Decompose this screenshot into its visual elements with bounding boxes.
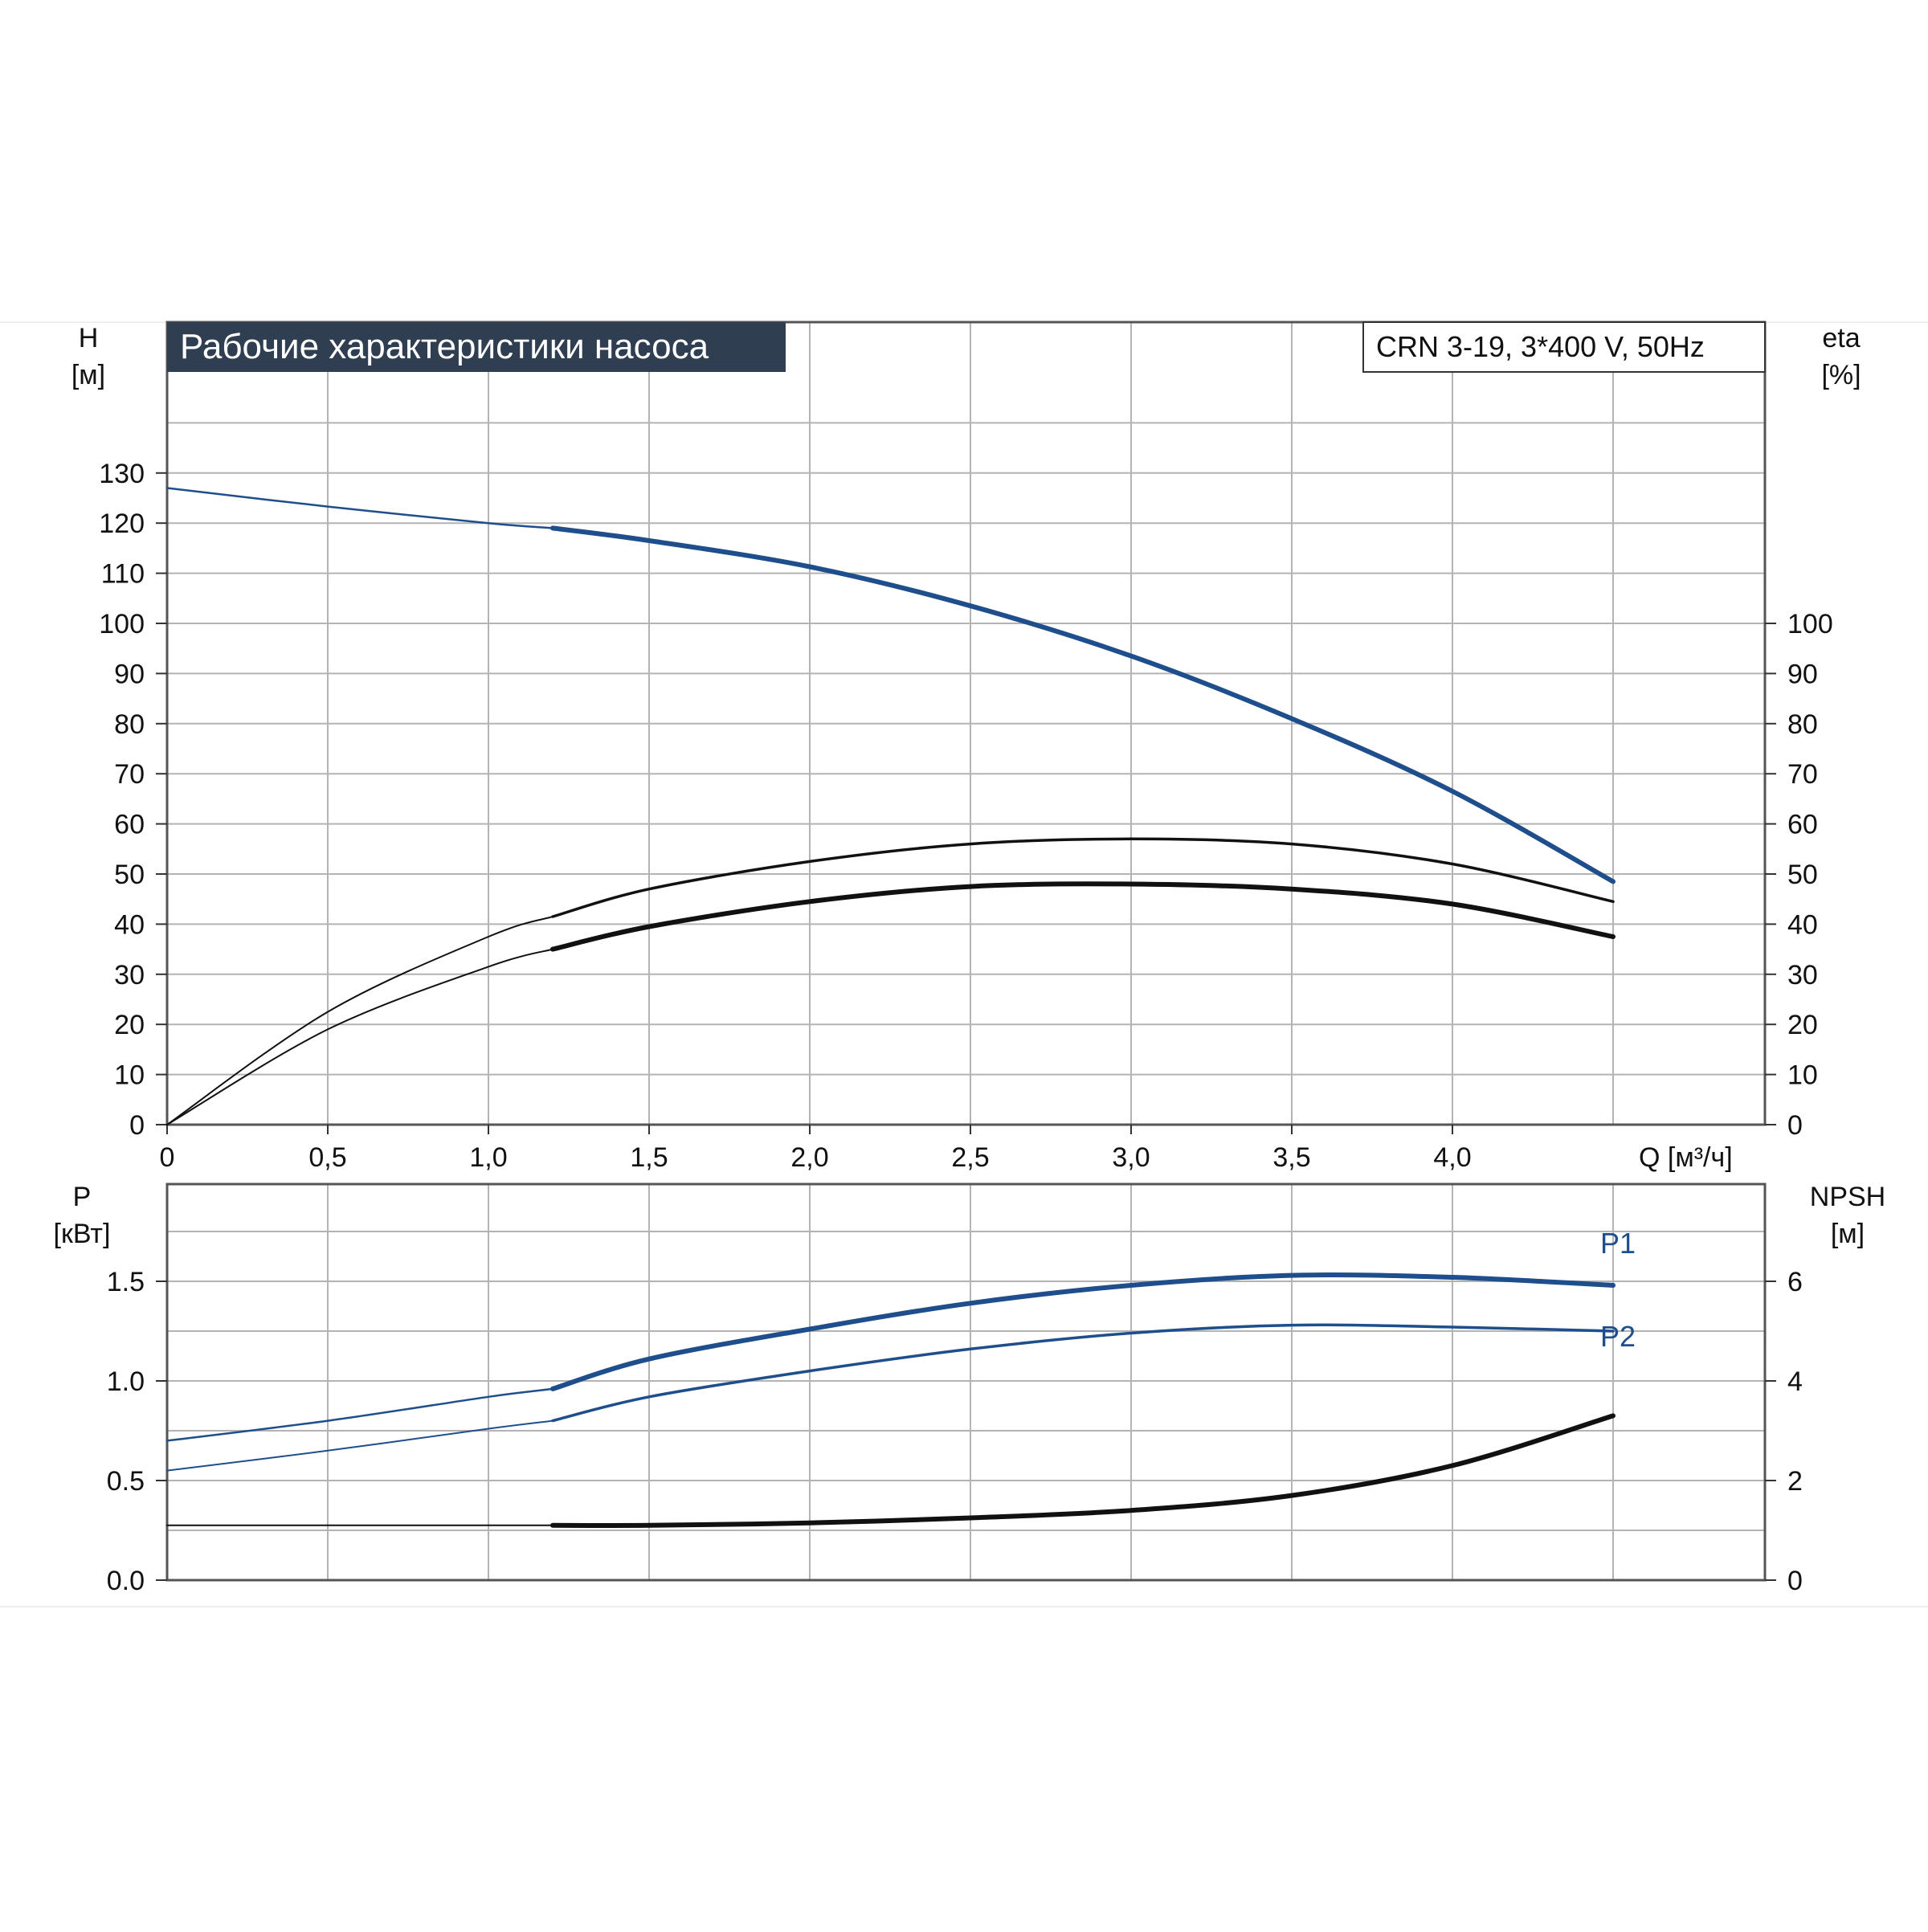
- h-axis-tick-label: 0: [129, 1110, 145, 1141]
- h-axis-tick-label: 10: [114, 1060, 145, 1091]
- curves: P1 P2: [165, 487, 1636, 1529]
- h-axis-tick-label: 90: [114, 659, 145, 689]
- eta-axis-tick-label: 90: [1787, 659, 1818, 689]
- h-axis-tick-label: 30: [114, 960, 145, 991]
- eta-axis-tick-label: 20: [1787, 1010, 1818, 1040]
- power-curve-p1: [550, 1272, 1616, 1391]
- h-axis-unit: [м]: [71, 360, 105, 390]
- eta-axis-unit: [%]: [1821, 360, 1861, 390]
- h-axis-tick-label: 130: [99, 459, 145, 489]
- x-axis-tick-label: 2,5: [951, 1142, 989, 1173]
- eta-axis-tick-label: 40: [1787, 909, 1818, 940]
- h-axis-tick-label: 70: [114, 759, 145, 790]
- p-axis-title: P: [73, 1182, 92, 1212]
- p-axis-tick-label: 1.0: [107, 1366, 145, 1397]
- x-axis-tick-label: 3,5: [1272, 1142, 1310, 1173]
- x-axis-tick-label: 1,0: [469, 1142, 507, 1173]
- h-axis-tick-label: 110: [101, 559, 145, 590]
- eta-axis-tick-label: 50: [1787, 860, 1818, 890]
- x-axis-tick-label: 3,0: [1112, 1142, 1150, 1173]
- eta-axis-tick-label: 70: [1787, 759, 1818, 790]
- efficiency-curve-eta-pump-low-flow: [166, 916, 553, 1125]
- npsh-axis-tick-label: 2: [1787, 1466, 1803, 1497]
- h-axis-tick-label: 20: [114, 1010, 145, 1040]
- model-box: [1362, 321, 1766, 373]
- x-axis-tick-label: 1,5: [630, 1142, 668, 1173]
- power-curve-p1-low-flow: [165, 1387, 554, 1442]
- power-curve-p2-low-flow: [166, 1419, 553, 1472]
- eta-axis-tick-label: 60: [1787, 810, 1818, 840]
- head-curve-low-flow: [165, 487, 554, 529]
- p-axis-unit: [кВт]: [54, 1219, 111, 1249]
- h-axis-tick-label: 80: [114, 709, 145, 740]
- npsh-axis-unit: [м]: [1831, 1219, 1865, 1249]
- eta-axis-tick-label: 80: [1787, 709, 1818, 740]
- chart-title: Рабочие характеристики насоса: [180, 327, 709, 366]
- npsh-axis-tick-label: 4: [1787, 1366, 1803, 1397]
- efficiency-curve-eta-pump: [551, 837, 1615, 918]
- h-axis-tick-label: 100: [99, 609, 145, 639]
- lower-panel: 0.0 0.5 1.0 1.5 P [кВт] 0 2 4 6 NPSH [м]: [54, 1182, 1886, 1596]
- npsh-axis-tick-label: 6: [1787, 1267, 1803, 1297]
- npsh-axis-title: NPSH: [1810, 1182, 1885, 1212]
- efficiency-curve-eta-total: [550, 881, 1616, 952]
- efficiency-curve-eta-total-low-flow: [166, 948, 553, 1125]
- model-label: CRN 3-19, 3*400 V, 50Hz: [1376, 330, 1705, 363]
- power-curve-p2: [551, 1323, 1615, 1423]
- x-axis-tick-label: 0,5: [308, 1142, 346, 1173]
- upper-panel: Рабочие характеристики насоса CRN 3-19, 3…: [71, 321, 1861, 1173]
- h-axis-title: H: [79, 323, 99, 353]
- lower-plot-frame: [165, 1182, 1767, 1582]
- eta-axis-tick-label: 0: [1787, 1110, 1803, 1141]
- npsh-axis-tick-label: 0: [1787, 1566, 1803, 1596]
- eta-axis-tick-label: 100: [1787, 609, 1833, 639]
- eta-axis-title: eta: [1822, 323, 1860, 353]
- h-axis-tick-label: 50: [114, 860, 145, 890]
- eta-axis-tick-label: 30: [1787, 960, 1818, 991]
- head-curve: [550, 525, 1616, 884]
- h-axis-tick-label: 120: [99, 509, 145, 539]
- p-axis-tick-label: 0.5: [107, 1466, 145, 1497]
- series-label-p1: P1: [1600, 1227, 1636, 1260]
- x-axis-tick-label: 4,0: [1433, 1142, 1471, 1173]
- x-axis-tick-label: 0: [160, 1142, 175, 1173]
- x-axis-title: Q [м³/ч]: [1639, 1142, 1733, 1173]
- p-axis-tick-label: 0.0: [107, 1566, 145, 1596]
- series-label-p2: P2: [1600, 1320, 1636, 1353]
- chart-title-box: [167, 322, 786, 372]
- h-axis-tick-label: 40: [114, 909, 145, 940]
- eta-axis-tick-label: 10: [1787, 1060, 1818, 1091]
- x-axis-tick-label: 2,0: [790, 1142, 828, 1173]
- h-axis-tick-label: 60: [114, 810, 145, 840]
- npsh-curve: [550, 1413, 1616, 1529]
- p-axis-tick-label: 1.5: [107, 1267, 145, 1297]
